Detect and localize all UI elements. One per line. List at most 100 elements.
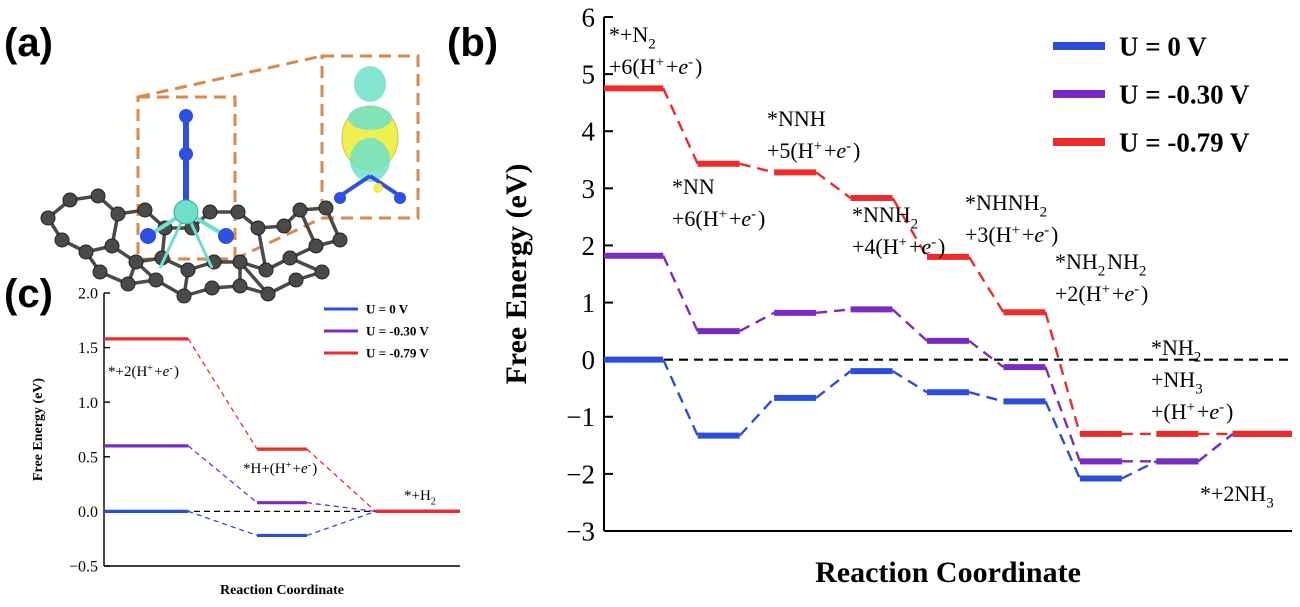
carbon-atom bbox=[137, 202, 153, 218]
step-annotation-line: +2(H+ +e- ) bbox=[1055, 281, 1148, 306]
step-annotation: *NN +6(H+ +e- ) bbox=[672, 174, 765, 231]
carbon-atom bbox=[202, 204, 218, 220]
transition-connector bbox=[739, 162, 775, 174]
zoom-line-top bbox=[137, 54, 323, 99]
transition-connector bbox=[662, 359, 699, 437]
y-tick-label: 2.0 bbox=[78, 286, 98, 303]
nitrogen-atom bbox=[179, 147, 193, 161]
step-annotation: *NH2 NH2 +2(H+ +e- ) bbox=[1055, 249, 1148, 306]
carbon-atom bbox=[120, 276, 136, 292]
step-annotation-line: *+H2 bbox=[404, 488, 437, 508]
series-u079 bbox=[104, 337, 460, 513]
transition-connector bbox=[188, 510, 258, 537]
legend-entry: U = 0 V bbox=[1119, 31, 1207, 61]
transition-connector bbox=[662, 87, 699, 165]
zoom-box-left bbox=[136, 95, 237, 261]
carbon-atom bbox=[276, 218, 292, 234]
legend-entry: U = -0.30 V bbox=[1119, 79, 1250, 109]
carbon-atom bbox=[232, 278, 248, 294]
carbon-atom bbox=[308, 238, 324, 254]
step-annotation: *NNH2 +4(H+ +e- ) bbox=[852, 202, 945, 259]
carbon-atom bbox=[78, 244, 94, 260]
carbon-atom bbox=[62, 192, 78, 208]
step-annotation-line: *NNH2 bbox=[852, 202, 920, 233]
step-annotation-line: +NH3 bbox=[1151, 367, 1205, 398]
y-tick-label: −2 bbox=[566, 459, 595, 489]
transition-connector bbox=[306, 448, 377, 512]
carbon-atom bbox=[282, 250, 298, 266]
transition-connector bbox=[187, 338, 258, 450]
transition-connector bbox=[1044, 311, 1082, 435]
carbon-atom bbox=[176, 288, 192, 304]
carbon-atom bbox=[288, 272, 304, 288]
y-tick-label: 4 bbox=[582, 117, 596, 147]
transition-connector bbox=[891, 370, 928, 394]
transition-connector bbox=[306, 502, 376, 513]
step-annotation: *NH2 +NH3 +(H+ +e- ) bbox=[1151, 335, 1233, 424]
carbon-atom bbox=[250, 220, 266, 236]
transition-connector bbox=[891, 197, 929, 258]
step-annotation-line: +5(H+ +e- ) bbox=[767, 138, 860, 163]
step-annotation-line: +4(H+ +e- ) bbox=[852, 234, 945, 259]
single-atom-catalyst-structure-icon bbox=[40, 54, 420, 304]
transition-connector bbox=[1121, 460, 1157, 480]
nitrogen-atom bbox=[334, 192, 346, 204]
y-tick-label: 1.0 bbox=[78, 395, 98, 412]
y-axis-label: Free Energy (eV) bbox=[500, 163, 533, 384]
transition-connector bbox=[815, 370, 852, 399]
series-u0 bbox=[104, 509, 460, 538]
carbon-atom bbox=[54, 232, 70, 248]
legend-entry: U = -0.79 V bbox=[366, 346, 429, 361]
transition-connector bbox=[815, 171, 852, 200]
chart-c: −0.5 0.0 0.5 1.0 1.5 2.0 Reaction Coordinate Fr… bbox=[31, 286, 460, 598]
inset-bond bbox=[368, 174, 402, 198]
legend: U = 0 V U = -0.30 V U = -0.79 V bbox=[1053, 31, 1250, 157]
nitrogen-atom bbox=[394, 192, 406, 204]
carbon-atom bbox=[90, 188, 106, 204]
transition-connector bbox=[1197, 432, 1234, 463]
step-annotation: *NHNH2 +3(H+ +e- ) bbox=[965, 190, 1058, 247]
inset-bond bbox=[338, 174, 372, 198]
y-tick-label: 1.5 bbox=[78, 340, 98, 357]
carbon-atom bbox=[332, 232, 348, 248]
transition-connector bbox=[662, 255, 699, 332]
step-annotation: *NNH +5(H+ +e- ) bbox=[767, 106, 860, 163]
y-tick-label: 1 bbox=[582, 288, 596, 318]
transition-connector bbox=[1044, 400, 1081, 479]
transition-connector bbox=[1044, 366, 1081, 462]
legend-entry: U = -0.30 V bbox=[366, 324, 429, 339]
step-annotation-line: *NHNH2 bbox=[965, 190, 1049, 221]
transition-connector bbox=[891, 308, 928, 342]
x-axis-label: Reaction Coordinate bbox=[815, 556, 1081, 589]
y-tick-label: 0 bbox=[582, 345, 596, 375]
nitrogen-atom bbox=[218, 228, 234, 244]
density-lobe-yellow bbox=[373, 183, 383, 193]
carbon-atom bbox=[292, 202, 308, 218]
step-annotation-line: *+2NH3 bbox=[1200, 481, 1276, 512]
carbon-atom bbox=[318, 200, 334, 216]
carbon-atom bbox=[148, 272, 164, 288]
step-annotation-line: *H+(H+ +e- ) bbox=[243, 460, 317, 477]
y-tick-label: −3 bbox=[566, 516, 595, 546]
y-tick-label: 0.5 bbox=[78, 449, 98, 466]
step-annotation-line: +(H+ +e- ) bbox=[1151, 399, 1233, 424]
step-annotation-line: *NNH bbox=[767, 106, 826, 131]
carbon-atom bbox=[258, 262, 274, 278]
transition-connector bbox=[739, 311, 775, 333]
step-annotation-line: +3(H+ +e- ) bbox=[965, 222, 1058, 247]
density-lobe-cyan bbox=[354, 66, 386, 102]
carbon-atom bbox=[110, 206, 126, 222]
step-annotation-line: +6(H+ +e- ) bbox=[672, 206, 765, 231]
charge-density-isosurface-icon bbox=[334, 66, 406, 204]
series-u079 bbox=[604, 85, 1292, 437]
transition-connector bbox=[968, 339, 1005, 369]
transition-connector bbox=[187, 445, 258, 504]
legend-entry: U = 0 V bbox=[366, 302, 409, 317]
y-tick-label: 2 bbox=[582, 231, 596, 261]
step-annotation-line: *+2(H+ +e- ) bbox=[108, 363, 179, 380]
y-tick-label: 6 bbox=[582, 2, 596, 32]
carbon-atom bbox=[40, 210, 56, 226]
metal-atom bbox=[173, 199, 199, 225]
transition-connector bbox=[306, 510, 376, 537]
carbon-atom bbox=[180, 262, 196, 278]
